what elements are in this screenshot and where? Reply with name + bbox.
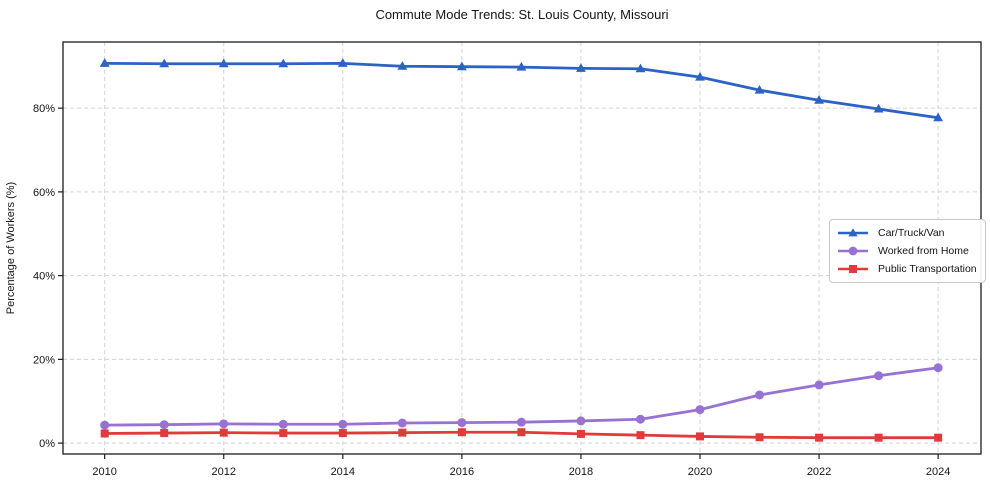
marker-circle [874, 371, 884, 381]
marker-square [934, 433, 943, 442]
legend-label-public-transportation: Public Transportation [878, 263, 977, 275]
marker-square [636, 431, 645, 440]
series-car-truck-van [99, 58, 944, 122]
marker-circle [338, 419, 348, 429]
legend-item-car-truck-van: Car/Truck/Van [836, 226, 977, 240]
marker-square [517, 428, 526, 437]
y-tick-label: 80% [33, 103, 55, 115]
marker-triangle [873, 103, 884, 113]
x-tick-label: 2016 [450, 466, 474, 478]
marker-circle [755, 390, 765, 400]
marker-triangle [754, 84, 765, 94]
marker-triangle [99, 58, 110, 67]
marker-circle [159, 420, 169, 430]
marker-circle [219, 419, 229, 429]
x-tick-label: 2012 [211, 466, 235, 478]
marker-square [696, 432, 705, 441]
x-tick-label: 2014 [331, 466, 355, 478]
marker-triangle [337, 58, 348, 67]
y-tick-label: 40% [33, 271, 55, 283]
chart-title: Commute Mode Trends: St. Louis County, M… [375, 7, 669, 22]
marker-triangle [576, 63, 586, 72]
marker-square [338, 429, 347, 438]
legend: Car/Truck/Van Worked from Home Public Tr… [829, 219, 986, 283]
y-axis-label: Percentage of Workers (%) [5, 182, 17, 314]
marker-circle [695, 405, 705, 415]
axis-ticks [58, 107, 939, 459]
marker-circle [457, 418, 467, 428]
line-square-marker-icon [838, 265, 868, 273]
marker-triangle [218, 58, 229, 68]
marker-triangle [933, 112, 944, 122]
legend-item-public-transportation: Public Transportation [836, 262, 977, 276]
x-tick-label: 2020 [688, 466, 712, 478]
marker-triangle [278, 58, 289, 68]
series-line-worked-from-home [103, 366, 940, 427]
legend-label-worked-from-home: Worked from Home [878, 245, 969, 257]
x-tick-label: 2018 [569, 466, 593, 478]
x-tick-label: 2010 [92, 466, 116, 478]
marker-square [874, 433, 883, 442]
axis-tick-labels: 2010 2012 2014 2016 2018 2020 2022 2024 0% 20% 40%… [33, 103, 950, 478]
series-public-transportation [100, 428, 943, 442]
legend-label-car-truck-van: Car/Truck/Van [878, 227, 945, 239]
marker-triangle [814, 94, 824, 104]
marker-triangle [397, 61, 408, 70]
x-tick-label: 2022 [807, 466, 831, 478]
marker-circle [516, 417, 526, 427]
y-tick-label: 20% [33, 354, 55, 366]
series-worked-from-home [100, 363, 943, 430]
marker-circle [100, 420, 110, 430]
marker-square [815, 433, 824, 442]
marker-circle [278, 419, 288, 429]
marker-square [457, 428, 466, 437]
y-tick-label: 60% [33, 187, 55, 199]
marker-triangle [456, 61, 467, 71]
marker-triangle [635, 63, 646, 73]
marker-triangle [516, 61, 527, 71]
marker-square [755, 433, 764, 442]
marker-circle [397, 418, 407, 428]
marker-square [160, 429, 169, 438]
marker-circle [933, 363, 943, 373]
marker-circle [814, 380, 824, 390]
marker-square [279, 429, 288, 438]
marker-circle [576, 416, 586, 426]
line-circle-marker-icon [838, 246, 868, 256]
y-tick-label: 0% [39, 438, 55, 450]
marker-square [576, 429, 585, 438]
marker-square [219, 428, 228, 437]
marker-triangle [159, 58, 170, 68]
gridlines [63, 42, 981, 454]
marker-circle [635, 414, 645, 424]
series-line-car-truck-van [103, 61, 940, 120]
x-tick-label: 2024 [926, 466, 950, 478]
legend-item-worked-from-home: Worked from Home [836, 244, 977, 258]
marker-square [100, 429, 109, 438]
marker-triangle [695, 71, 705, 81]
line-triangle-marker-icon [838, 228, 868, 237]
marker-square [398, 428, 407, 437]
